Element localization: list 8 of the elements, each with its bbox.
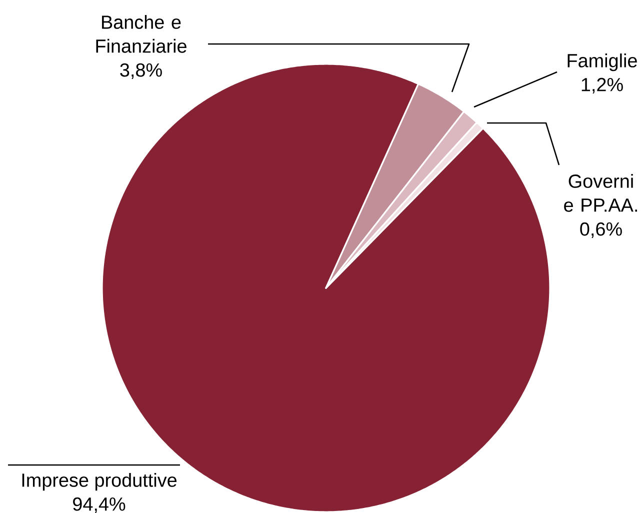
data-label: 3,8% (120, 63, 162, 79)
slice-label: Famiglie (568, 53, 637, 72)
data-label: 94,4% (73, 497, 126, 513)
slice-label: Imprese produttive (22, 472, 177, 491)
data-label: 1,2% (582, 78, 623, 94)
slice-label: Banche e Finanziarie (96, 15, 186, 53)
slice-label: Governi e PP.AA. (564, 174, 637, 212)
data-label: 0,6% (580, 222, 622, 238)
